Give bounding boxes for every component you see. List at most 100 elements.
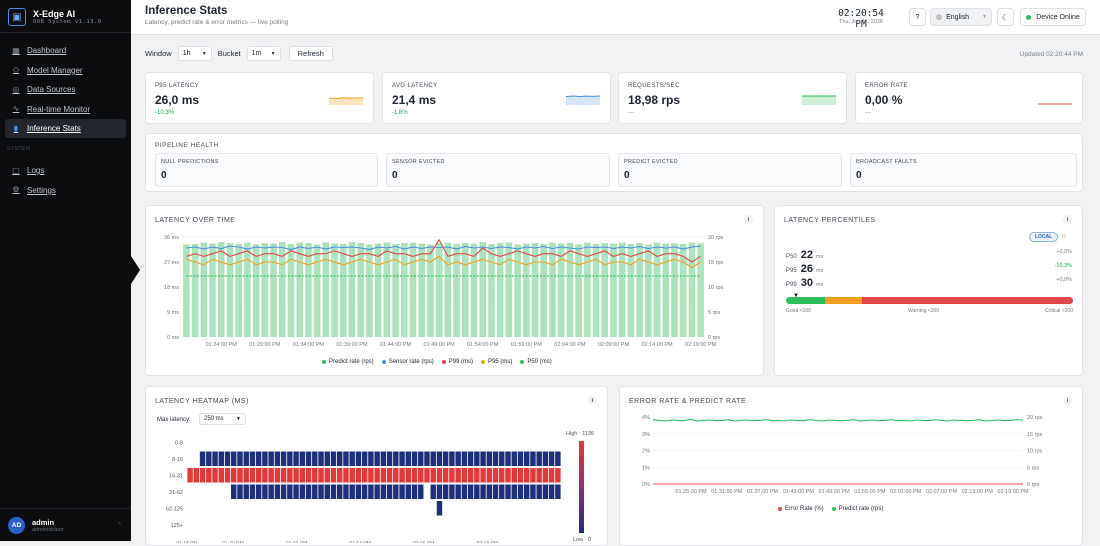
chart-title: LATENCY PERCENTILES xyxy=(784,217,876,224)
legend-item[interactable]: Sensor rate (rps) xyxy=(381,359,434,365)
bar xyxy=(331,243,338,337)
legend-item[interactable]: Predict rate (rps) xyxy=(831,506,883,512)
sidebar-system-nav: ▢ Logs ⚙ Settings xyxy=(5,161,126,200)
heatmap-cell xyxy=(505,484,511,499)
heatmap-cell xyxy=(492,468,499,483)
sidebar-item-inference-stats[interactable]: ▮ Inference Stats xyxy=(5,119,126,138)
heatmap-cell xyxy=(474,451,480,466)
heatmap-cell xyxy=(380,451,387,466)
latency-over-time-card: LATENCY OVER TIME i 0 ms 9 ms 18 ms 27 ms 36… xyxy=(145,205,764,376)
sidebar-item-realtime-monitor[interactable]: ∿ Real-time Monitor xyxy=(5,100,126,119)
percentile-row-p95: P95 26 ms -10,3% xyxy=(786,263,1072,275)
latency-percentiles-card: LATENCY PERCENTILES i LOCAL ○ P50 22 ms +0,… xyxy=(774,205,1083,376)
sparkline xyxy=(1038,103,1072,105)
x-tick-label: 01:49:00 PM xyxy=(424,342,456,348)
bar xyxy=(627,244,635,337)
heatmap-cell xyxy=(555,484,561,499)
local-badge[interactable]: LOCAL xyxy=(1029,232,1059,242)
percentile-value: 30 xyxy=(800,277,813,289)
gear-icon: ⚙ xyxy=(12,185,20,194)
language-label: English xyxy=(946,13,970,21)
legend-label: Predict rate (rps) xyxy=(329,359,374,365)
error-rate-chart-plot: 0% 1% 2% 3% 4% 0 rps 5 rps 10 rps 15 rps 20 rps 01… xyxy=(642,415,1043,495)
sidebar-collapse-handle[interactable] xyxy=(131,256,140,284)
percentile-unit: ms xyxy=(816,282,824,288)
max-latency-select[interactable]: 250 ms ▼ xyxy=(199,413,246,425)
kpi-label: P95 LATENCY xyxy=(155,83,199,89)
heatmap-cell xyxy=(224,468,231,483)
heatmap-cell xyxy=(499,484,505,499)
kpi-value: 21,4 ms xyxy=(392,93,437,107)
help-label: ? xyxy=(915,13,920,21)
heatmap-cell xyxy=(231,484,237,499)
bar xyxy=(592,244,600,337)
x-tick-label: 01:30 PM xyxy=(222,541,243,543)
heatmap-cell xyxy=(530,451,536,466)
heatmap-cell xyxy=(337,451,343,466)
sidebar-nav: ▦ Dashboard ◇ Model Manager ◎ Data Sources … xyxy=(5,41,126,139)
legend-item[interactable]: P99 (ms) xyxy=(441,359,473,365)
heatmap-cell xyxy=(505,468,511,483)
percentile-unit: ms xyxy=(816,254,824,260)
legend-item[interactable]: P95 (ms) xyxy=(481,359,512,365)
x-tick-label: 01:31:00 PM xyxy=(711,489,743,495)
heatmap-cell xyxy=(293,484,299,499)
info-icon[interactable]: i xyxy=(1063,215,1072,224)
sidebar: ▣ X-Edge AI OOB System v1.13.0 ▦ Dashboar… xyxy=(0,0,131,541)
help-button[interactable]: ? xyxy=(909,8,926,26)
refresh-button[interactable]: Refresh xyxy=(288,46,333,61)
device-status-badge[interactable]: Device Online xyxy=(1020,8,1086,26)
scale-labels: Good <100 Warning <200 Critical >200 xyxy=(786,308,1073,314)
heatmap-cell xyxy=(461,451,468,466)
heatmap-cell xyxy=(393,484,399,499)
heatmap-cell xyxy=(380,484,387,499)
info-icon[interactable]: i xyxy=(588,396,597,405)
sidebar-item-logs[interactable]: ▢ Logs xyxy=(5,161,126,180)
heatmap-cell xyxy=(405,468,411,483)
reset-icon[interactable]: ○ xyxy=(1062,233,1067,240)
bar xyxy=(557,243,565,337)
bar xyxy=(618,242,626,337)
page-subtitle: Latency, predict rate & error metrics — … xyxy=(145,19,289,26)
sidebar-item-data-sources[interactable]: ◎ Data Sources xyxy=(5,80,126,99)
user-menu[interactable]: AD admin administrator ⌃ xyxy=(0,508,131,541)
chevron-down-icon: ▼ xyxy=(270,50,276,57)
legend-item[interactable]: P50 (ms) xyxy=(520,359,552,365)
sidebar-item-dashboard[interactable]: ▦ Dashboard xyxy=(5,41,126,60)
sparkline xyxy=(566,95,600,105)
info-icon[interactable]: i xyxy=(744,215,753,224)
x-tick-label: 01:54:00 PM xyxy=(467,342,499,348)
heatmap-cell xyxy=(430,451,436,466)
brand[interactable]: ▣ X-Edge AI OOB System v1.13.0 xyxy=(8,8,102,26)
sidebar-item-settings[interactable]: ⚙ Settings xyxy=(5,181,126,200)
heatmap-cell xyxy=(511,468,517,483)
heatmap-cell xyxy=(461,484,468,499)
heatmap-cell xyxy=(399,451,405,466)
window-select[interactable]: 1h ▼ xyxy=(177,46,212,61)
database-icon: ◎ xyxy=(12,84,20,94)
heatmap-cell xyxy=(299,468,306,483)
heatmap-cell xyxy=(536,484,542,499)
bar xyxy=(566,243,574,337)
bar xyxy=(183,244,190,337)
bar xyxy=(226,243,234,337)
heatmap-cell xyxy=(330,484,337,499)
heatmap-cell xyxy=(368,451,374,466)
legend-item[interactable]: Error Rate (%) xyxy=(778,506,824,512)
heatmap-cell xyxy=(212,468,218,483)
sidebar-item-model-manager[interactable]: ◇ Model Manager xyxy=(5,61,126,80)
heatmap-cell xyxy=(399,468,405,483)
y-tick-label: 0% xyxy=(642,482,650,488)
theme-toggle-button[interactable]: ☾ xyxy=(997,8,1014,26)
bar xyxy=(209,243,216,337)
legend-item[interactable]: Predict rate (rps) xyxy=(322,359,374,365)
language-select[interactable]: ◍ English ▼ xyxy=(930,8,992,26)
percentile-label: P99 xyxy=(786,282,797,288)
heatmap-cell xyxy=(262,484,268,499)
info-icon[interactable]: i xyxy=(1063,396,1072,405)
y2-tick-label: 15 rps xyxy=(1027,432,1043,438)
heatmap-cell xyxy=(411,484,418,499)
scale-good-label: Good <100 xyxy=(786,308,811,314)
kpi-label: REQUESTS/SEC xyxy=(628,83,680,89)
bucket-select[interactable]: 1m ▼ xyxy=(246,46,281,61)
